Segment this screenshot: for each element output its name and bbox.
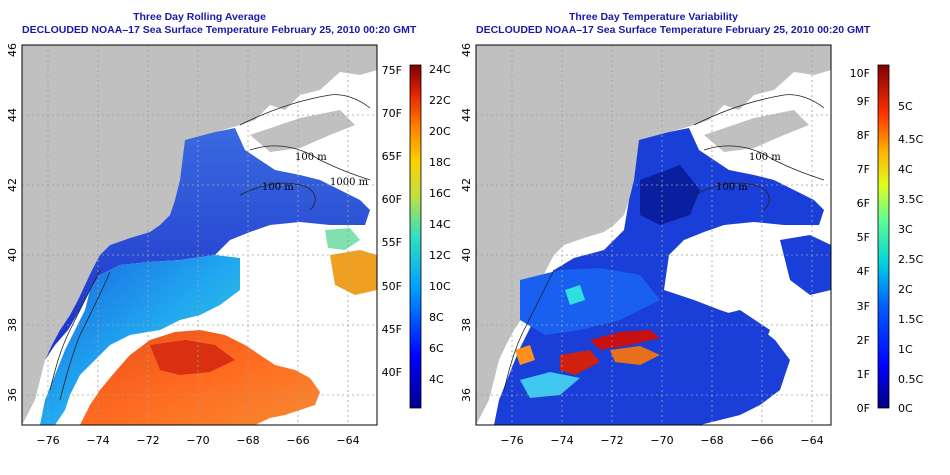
colorbar-c-label: 6C	[429, 342, 444, 355]
colorbar-f-label: 8F	[857, 129, 870, 142]
colorbar-f-label: 6F	[857, 197, 870, 210]
gulf-stream	[80, 330, 320, 425]
shelf-water	[40, 255, 240, 425]
left-map: 100 m 100 m 1000 m	[22, 45, 377, 425]
colorbar-f-label: 10F	[850, 67, 870, 80]
lon-tick: −68	[236, 434, 259, 447]
colorbar-f-label: 7F	[857, 163, 870, 176]
lon-tick: −70	[650, 434, 673, 447]
colorbar-f-label: 1F	[857, 368, 870, 381]
colorbar-f-label: 45F	[382, 323, 402, 336]
isobath-label: 100 m	[716, 182, 748, 193]
lat-tick: 46	[460, 43, 473, 57]
colorbar-c-label: 24C	[429, 63, 451, 76]
isobath-label: 100 m	[262, 182, 294, 193]
colorbar-c-label: 10C	[429, 280, 451, 293]
lat-tick: 38	[460, 318, 473, 332]
lat-tick: 42	[6, 178, 19, 192]
colorbar-f-label: 3F	[857, 300, 870, 313]
colorbar-c-label: 14C	[429, 218, 451, 231]
cold-water	[45, 128, 370, 360]
colorbar-f-label: 5F	[857, 231, 870, 244]
lon-tick: −76	[36, 434, 59, 447]
colorbar-c-label: 4C	[898, 163, 913, 176]
lon-tick: −74	[550, 434, 573, 447]
colorbar-c-label: 16C	[429, 187, 451, 200]
left-colorbar-f: 40F 45F 50F 55F 60F 65F 70F 75F	[382, 64, 402, 379]
colorbar-c-label: 4C	[429, 373, 444, 386]
left-colorbar	[409, 64, 422, 409]
colorbar-c-label: 8C	[429, 311, 444, 324]
colorbar-c-label: 2C	[898, 283, 913, 296]
colorbar-c-label: 12C	[429, 249, 451, 262]
lat-tick: 44	[460, 108, 473, 122]
colorbar-f-label: 2F	[857, 334, 870, 347]
lon-tick: −64	[800, 434, 823, 447]
colorbar-f-label: 4F	[857, 265, 870, 278]
colorbar-f-label: 0F	[857, 402, 870, 415]
colorbar-f-label: 65F	[382, 150, 402, 163]
land-mass	[476, 45, 831, 425]
left-title: Three Day Rolling Average	[133, 11, 266, 23]
land-mass	[22, 45, 377, 425]
isobath-label: 1000 m	[330, 177, 369, 188]
lat-tick: 36	[460, 388, 473, 402]
colorbar-f-label: 70F	[382, 107, 402, 120]
left-lat-ticks: 36 38 40 42 44 46	[6, 43, 19, 402]
lat-tick: 40	[6, 248, 19, 262]
colorbar-c-label: 3.5C	[898, 193, 923, 206]
lon-tick: −68	[700, 434, 723, 447]
colorbar-f-label: 50F	[382, 280, 402, 293]
colorbar-c-label: 2.5C	[898, 253, 923, 266]
colorbar-f-label: 55F	[382, 236, 402, 249]
right-title: Three Day Temperature Variability	[568, 11, 739, 23]
lat-tick: 46	[6, 43, 19, 57]
lat-tick: 44	[6, 108, 19, 122]
right-subtitle: DECLOUDED NOAA–17 Sea Surface Temperatur…	[476, 24, 871, 36]
colorbar-f-label: 75F	[382, 64, 402, 77]
isobath-label: 100 m	[295, 152, 327, 163]
left-colorbar-c: 4C 6C 8C 10C 12C 14C 16C 18C 20C 22C 24C	[429, 63, 451, 386]
lon-tick: −64	[336, 434, 359, 447]
colorbar-c-label: 1C	[898, 343, 913, 356]
lon-tick: −74	[86, 434, 109, 447]
lat-tick: 42	[460, 178, 473, 192]
colorbar-f-label: 9F	[857, 95, 870, 108]
lat-tick: 36	[6, 388, 19, 402]
lon-tick: −66	[286, 434, 309, 447]
lon-tick: −70	[186, 434, 209, 447]
right-map: 100 m 100 m	[476, 45, 831, 425]
right-colorbar-f: 0F 1F 2F 3F 4F 5F 6F 7F 8F 9F 10F	[850, 67, 870, 415]
left-lon-ticks: −76 −74 −72 −70 −68 −66 −64	[36, 434, 359, 447]
lat-tick: 38	[6, 318, 19, 332]
colorbar-c-label: 22C	[429, 94, 451, 107]
colorbar-c-label: 5C	[898, 100, 913, 113]
lon-tick: −76	[500, 434, 523, 447]
colorbar-c-label: 0.5C	[898, 373, 923, 386]
right-lon-ticks: −76 −74 −72 −70 −68 −66 −64	[500, 434, 823, 447]
colorbar-c-label: 3C	[898, 223, 913, 236]
lon-tick: −72	[600, 434, 623, 447]
colorbar-c-label: 1.5C	[898, 313, 923, 326]
isobath-label: 100 m	[749, 152, 781, 163]
colorbar-c-label: 20C	[429, 125, 451, 138]
left-subtitle: DECLOUDED NOAA–17 Sea Surface Temperatur…	[22, 24, 417, 36]
right-colorbar-c: 0C 0.5C 1C 1.5C 2C 2.5C 3C 3.5C 4C 4.5C …	[898, 100, 923, 415]
lon-tick: −72	[136, 434, 159, 447]
lon-tick: −66	[750, 434, 773, 447]
colorbar-c-label: 18C	[429, 156, 451, 169]
colorbar-c-label: 4.5C	[898, 133, 923, 146]
lat-tick: 40	[460, 248, 473, 262]
colorbar-c-label: 0C	[898, 402, 913, 415]
colorbar-f-label: 60F	[382, 193, 402, 206]
colorbar-f-label: 40F	[382, 366, 402, 379]
right-colorbar	[877, 64, 890, 409]
right-lat-ticks: 36 38 40 42 44 46	[460, 43, 473, 402]
